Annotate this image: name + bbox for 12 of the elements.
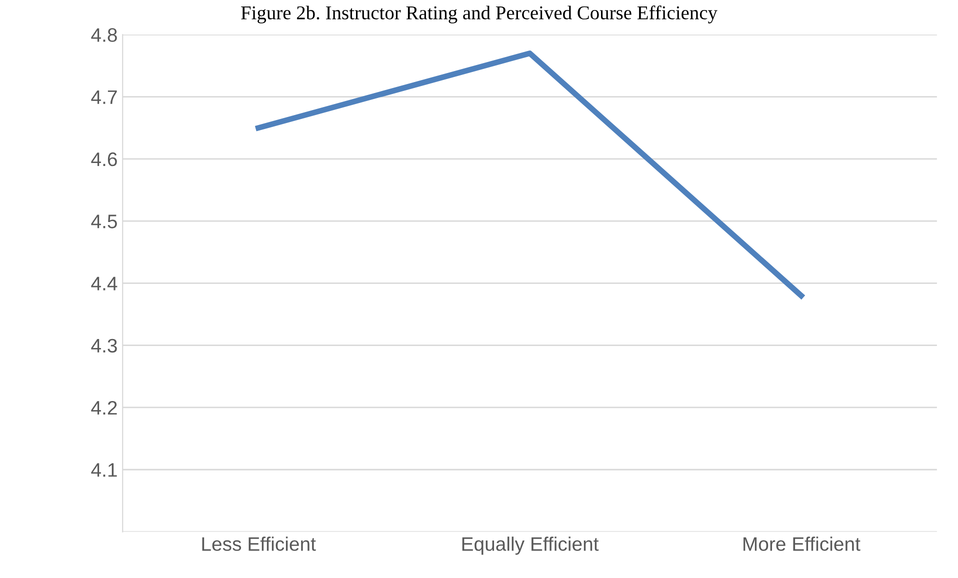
y-tick-label: 4.8 [91,28,117,42]
x-tick-label: Less Efficient [202,536,316,551]
y-tick-label: 4.1 [91,463,117,477]
y-tick-label: 4.7 [91,90,117,104]
y-tick-label: 4.4 [91,276,118,290]
chart-title: Figure 2b. Instructor Rating and Perceived Course Efficiency [241,6,718,24]
y-tick-label: 4.2 [91,400,117,415]
x-tick-label: Equally Efficient [462,536,599,555]
y-tick-label: 4.6 [91,152,117,166]
x-tick-label: More Efficient [744,536,860,551]
y-tick-label: 4.5 [91,214,117,228]
y-tick-label: 4.3 [91,338,117,353]
